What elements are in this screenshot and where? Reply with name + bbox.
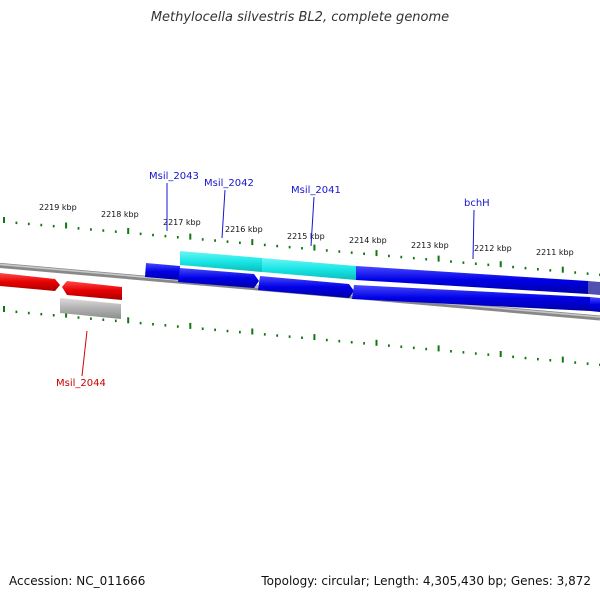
cds-msil-2045 — [0, 273, 60, 291]
cds-msil-2043-top — [145, 263, 180, 280]
pointer-msil-2044 — [81, 330, 88, 377]
gene-label-msil-2043: Msil_2043 — [149, 171, 199, 182]
cds-forward-2 — [178, 268, 259, 288]
cds-forward-3 — [258, 276, 354, 298]
cds-msil-2041 — [356, 266, 598, 294]
tick-label: 2217 kbp — [163, 218, 201, 227]
map-title: Methylocella silvestris BL2, complete ge… — [150, 10, 450, 25]
gene-label-msil-2041: Msil_2041 — [291, 185, 341, 196]
pointer-msil-2042 — [221, 189, 226, 239]
cds-forward-5 — [590, 297, 600, 312]
feature-msil-2044-other — [60, 298, 121, 319]
tick-label: 2215 kbp — [287, 232, 325, 241]
cds-forward-4 — [352, 285, 590, 311]
genome-stats: Topology: circular; Length: 4,305,430 bp… — [261, 574, 591, 588]
cds-msil-2044 — [62, 281, 122, 300]
pointer-bchh — [472, 209, 475, 260]
gene-label-bchh: bchH — [464, 198, 490, 209]
tick-label: 2218 kbp — [101, 210, 139, 219]
cds-bchh-tail — [588, 281, 600, 295]
tick-labels: 2219 kbp 2218 kbp 2217 kbp 2216 kbp 2215 kbp… — [39, 203, 574, 257]
gene-label-msil-2044: Msil_2044 — [56, 378, 106, 389]
outer-tick-track — [3, 217, 600, 276]
tick-label: 2216 kbp — [225, 225, 263, 234]
inner-tick-track — [3, 306, 600, 366]
tick-label: 2211 kbp — [536, 248, 574, 257]
cds-msil-2043 — [180, 251, 262, 272]
tick-label: 2212 kbp — [474, 244, 512, 253]
tick-label: 2219 kbp — [39, 203, 77, 212]
accession-label: Accession: NC_011666 — [9, 574, 146, 588]
pointer-msil-2041 — [310, 196, 315, 247]
cds-msil-2042 — [262, 258, 356, 280]
gene-labels: Msil_2043 Msil_2042 Msil_2041 bchH Msil_… — [56, 171, 490, 389]
gene-label-msil-2042: Msil_2042 — [204, 178, 254, 189]
tick-label: 2214 kbp — [349, 236, 387, 245]
tick-label: 2213 kbp — [411, 241, 449, 250]
